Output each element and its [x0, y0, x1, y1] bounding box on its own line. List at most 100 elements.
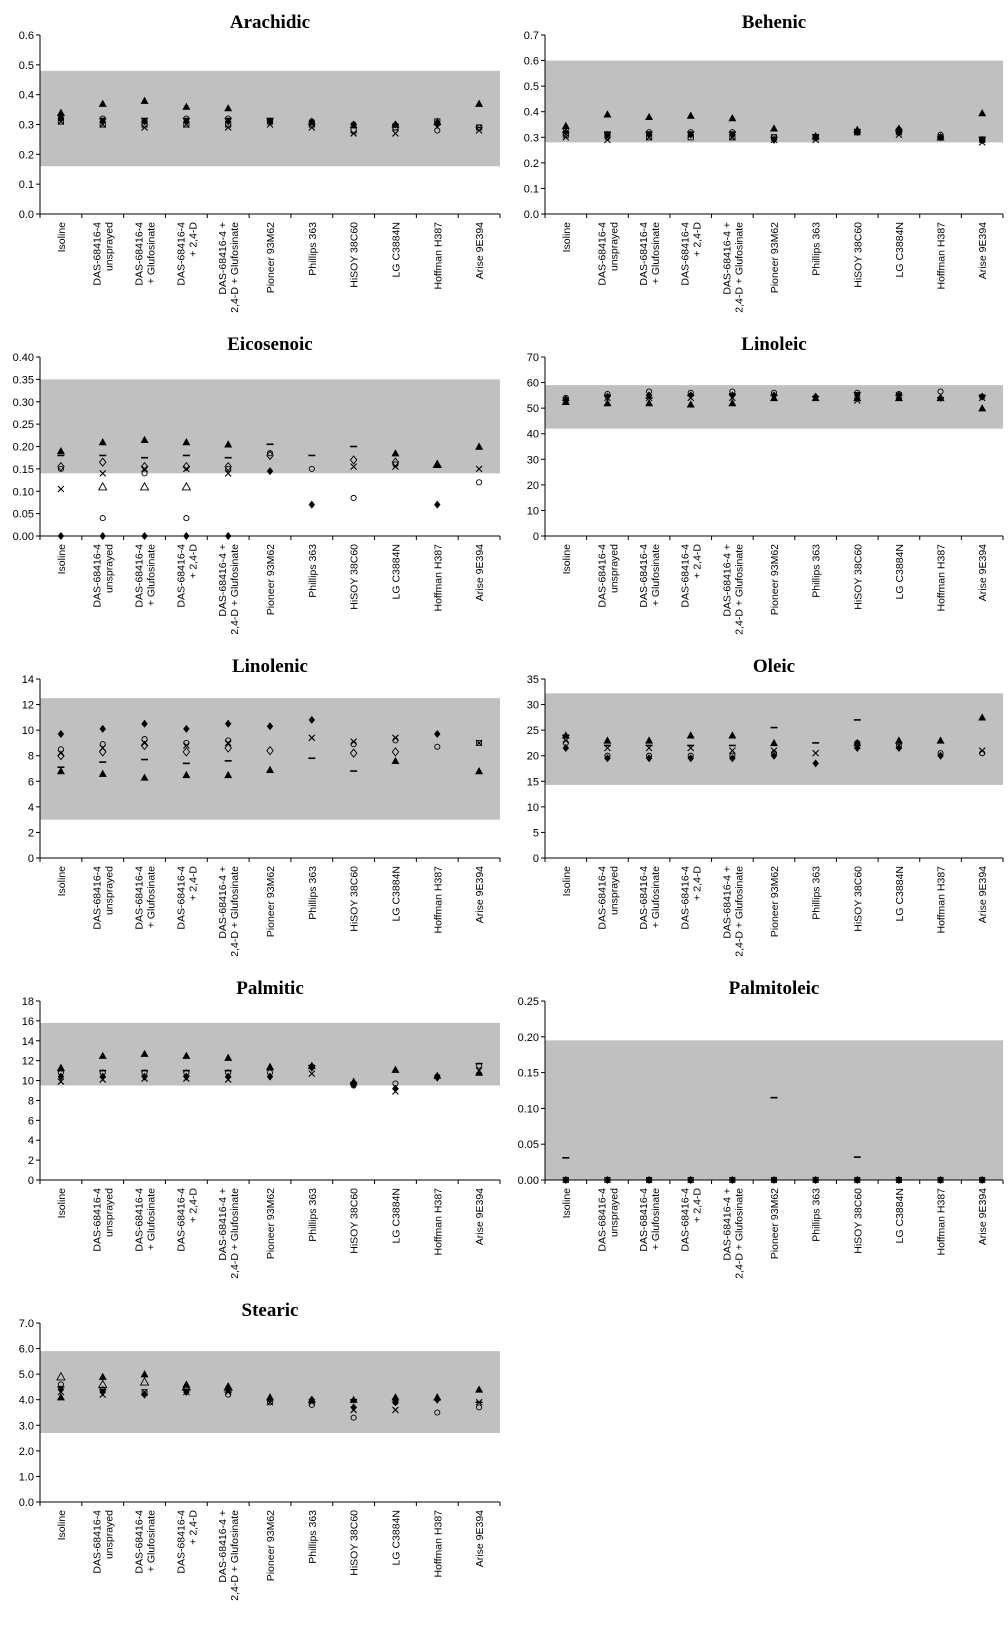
y-tick-label: 20: [527, 480, 539, 492]
data-point-open-triangle: [97, 481, 108, 491]
data-point-open-diamond: [57, 461, 65, 472]
category-label-line: Hoffman H387: [432, 222, 444, 290]
category-label: Pioneer 93M62: [769, 866, 781, 937]
category-label: LG C3884N: [894, 222, 906, 277]
data-point-diamond: [562, 395, 570, 404]
data-point-circle: [266, 450, 274, 457]
data-point-diamond: [99, 724, 106, 733]
data-point-x: [224, 124, 232, 131]
category-label: DAS-68416-4+ Glufosinate: [134, 1188, 158, 1252]
category-label: Phillips 363: [811, 222, 823, 276]
data-point-x: [99, 1076, 107, 1083]
reference-range-band: [40, 1351, 500, 1433]
category-label-line: DAS-68416-4: [175, 222, 187, 286]
data-point-circle: [476, 739, 483, 746]
data-point-diamond: [266, 467, 274, 476]
data-point-open-triangle: [56, 1371, 66, 1381]
category-label-line: Pioneer 93M62: [769, 1188, 781, 1259]
data-point-triangle: [56, 108, 65, 116]
data-point-diamond: [434, 729, 441, 738]
data-point-x: [392, 463, 399, 471]
category-label-line: unsprayed: [608, 866, 620, 915]
y-tick-label: 6: [28, 776, 34, 788]
y-tick-label: 0.30: [13, 397, 34, 409]
data-point-triangle: [56, 767, 65, 775]
category-label-line: DAS-68416-4 +: [721, 544, 733, 617]
data-point-triangle: [475, 767, 484, 775]
category-label: Isoline: [561, 1188, 573, 1219]
data-point-circle: [937, 388, 944, 395]
chart-linoleic: Linoleic 0 10 20 30 40 50 60 70 Isoline DAS-68416-…: [527, 334, 1004, 635]
y-tick-label: 8: [28, 751, 34, 763]
category-label-line: + Glufosinate: [146, 544, 158, 606]
data-point-diamond: [434, 1073, 441, 1082]
category-label-line: + 2,4-D: [692, 544, 704, 579]
category-label: DAS-68416-4unsprayed: [92, 222, 116, 286]
data-point-triangle: [391, 1393, 400, 1401]
category-label-line: DAS-68416-4: [638, 866, 650, 930]
data-point-circle: [937, 750, 944, 757]
category-label: DAS-68416-4+ Glufosinate: [134, 866, 158, 930]
category-label-line: Isoline: [56, 866, 68, 897]
category-label-line: 2,4-D + Glufosinate: [733, 1188, 745, 1279]
data-point-diamond: [57, 729, 65, 738]
data-point-circle: [350, 1414, 357, 1421]
category-label: Hoffman H387: [432, 1188, 444, 1256]
data-point-open-diamond: [57, 750, 65, 761]
data-point-triangle: [140, 773, 149, 781]
data-point-circle: [604, 391, 611, 398]
category-label: Pioneer 93M62: [265, 1510, 277, 1581]
data-point-circle: [350, 494, 357, 502]
y-tick-label: 0.10: [518, 1103, 539, 1115]
category-label-line: + 2,4-D: [187, 1188, 199, 1223]
data-point-triangle: [182, 102, 191, 110]
category-label: LG C3884N: [894, 544, 906, 599]
category-label-line: Hoffman H387: [432, 1188, 444, 1256]
chart-arachidic: Arachidic 0.0 0.1 0.2 0.3 0.4 0.5 0.6 Isoline DAS…: [19, 12, 501, 313]
data-point-triangle: [770, 738, 778, 747]
data-point-triangle: [978, 404, 987, 412]
category-label-line: LG C3884N: [894, 1188, 906, 1243]
data-point-x: [350, 738, 358, 746]
data-point-diamond: [895, 1176, 903, 1184]
data-point-x: [562, 736, 570, 744]
data-point-triangle: [98, 1051, 107, 1059]
category-label-line: Arise 9E394: [977, 1188, 989, 1245]
data-point-x: [224, 469, 232, 477]
y-tick-label: 0.05: [13, 509, 34, 521]
data-point-x: [141, 465, 148, 473]
data-point-triangle: [140, 435, 149, 443]
data-point-triangle: [98, 769, 107, 777]
category-label: Isoline: [56, 222, 68, 253]
category-label-line: LG C3884N: [390, 222, 402, 277]
category-label-line: DAS-68416-4: [680, 544, 692, 608]
data-point-x: [99, 121, 107, 128]
category-label-line: DAS-68416-4 +: [217, 222, 229, 295]
data-point-x: [308, 124, 316, 131]
category-label: Arise 9E394: [474, 544, 486, 601]
category-label: Isoline: [56, 544, 68, 575]
category-label-line: DAS-68416-4: [134, 866, 146, 930]
category-label-line: 2,4-D + Glufosinate: [733, 544, 745, 635]
category-label-line: DAS-68416-4 +: [721, 222, 733, 295]
category-label-line: LG C3884N: [390, 866, 402, 921]
data-point-triangle: [645, 112, 654, 121]
data-point-circle: [99, 741, 106, 748]
category-label: Hoffman H387: [936, 866, 948, 934]
y-tick-label: 18: [22, 996, 34, 1008]
category-label-line: Arise 9E394: [977, 222, 989, 279]
data-point-triangle: [475, 1068, 484, 1076]
category-label: DAS-68416-4+ 2,4-D: [175, 1188, 199, 1252]
chart-title: Stearic: [242, 1300, 299, 1321]
data-point-x: [266, 121, 274, 128]
y-tick-label: 0.3: [19, 120, 34, 132]
category-label-line: LG C3884N: [894, 544, 906, 599]
category-label: Isoline: [56, 1188, 68, 1219]
data-point-x: [853, 742, 861, 749]
category-label-line: DAS-68416-4: [596, 1188, 608, 1252]
data-point-x: [182, 742, 190, 749]
data-point-open-triangle: [139, 481, 150, 491]
category-label-line: DAS-68416-4: [680, 1188, 692, 1252]
category-label: Arise 9E394: [977, 544, 989, 601]
data-point-diamond: [266, 722, 274, 731]
